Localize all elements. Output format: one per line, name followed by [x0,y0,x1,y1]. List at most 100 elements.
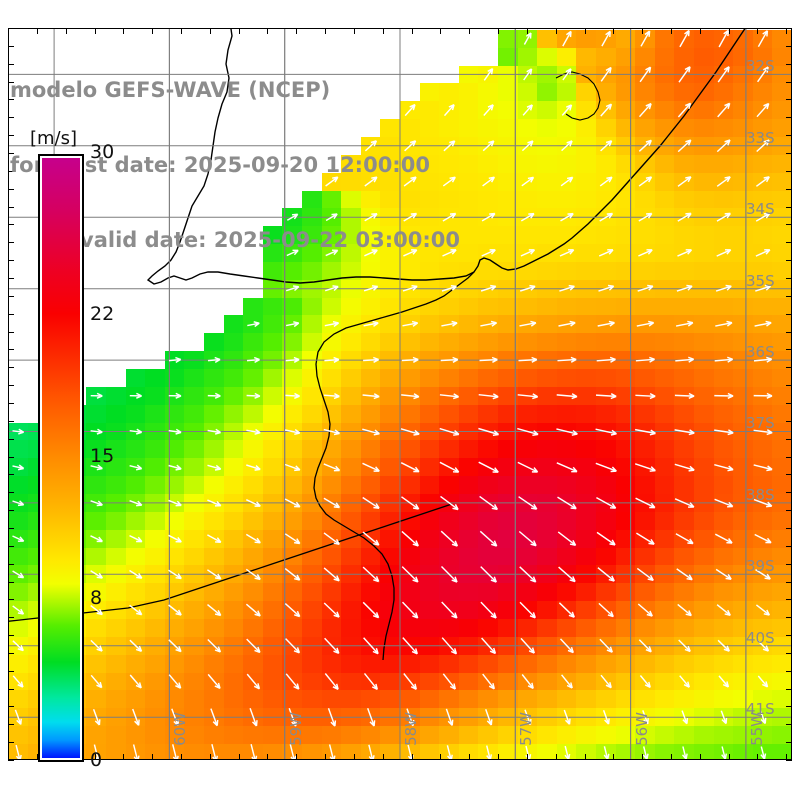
windspeed-cell [517,369,538,388]
windspeed-cell [772,458,792,477]
windspeed-cell [125,458,146,477]
windspeed-cell [713,690,734,709]
windspeed-cell [400,494,420,513]
windspeed-cell [713,369,734,388]
windspeed-cell [86,547,107,566]
windspeed-cell [713,583,734,602]
windspeed-cell [223,708,244,727]
windspeed-cell [86,422,107,442]
windspeed-cell [537,565,558,584]
windspeed-cell [478,743,499,760]
windspeed-cell [380,351,401,370]
windspeed-cell [733,672,754,691]
lat-label-37S: 37S [746,414,775,433]
windspeed-cell [360,726,381,745]
windspeed-cell [674,226,695,245]
windspeed-cell [615,333,636,352]
windspeed-cell [752,244,773,263]
windspeed-cell [380,369,401,388]
windspeed-cell [380,333,401,352]
windspeed-cell [596,511,616,531]
windspeed-cell [537,101,558,120]
map-plot-area [8,28,792,760]
windspeed-cell [282,636,303,656]
windspeed-cell [458,440,479,459]
windspeed-cell [635,476,656,495]
windspeed-cell [86,494,107,513]
windspeed-cell [576,226,597,245]
lat-label-35S: 35S [746,271,775,290]
windspeed-cell [223,476,244,495]
windspeed-cell [419,386,440,406]
windspeed-cell [282,351,303,370]
windspeed-cell [596,708,616,727]
windspeed-cell [596,136,616,156]
windspeed-cell [713,315,734,334]
windspeed-cell [733,476,754,495]
windspeed-cell [145,743,166,760]
windspeed-cell [262,351,283,370]
windspeed-cell [184,547,205,566]
windspeed-cell [478,690,499,709]
windspeed-cell [615,601,636,620]
windspeed-cell [772,511,792,531]
windspeed-cell [360,619,381,638]
windspeed-cell [615,422,636,442]
windspeed-cell [86,726,107,745]
windspeed-cell [694,440,714,459]
windspeed-cell [635,654,656,674]
windspeed-cell [458,386,479,406]
windspeed-cell [576,101,597,120]
windspeed-cell [478,422,499,442]
windspeed-cell [498,619,518,638]
windspeed-cell [184,351,205,370]
windspeed-cell [223,529,244,549]
windspeed-cell [596,47,616,67]
windspeed-cell [694,29,714,49]
windspeed-cell [380,690,401,709]
windspeed-cell [282,726,303,745]
windspeed-cell [164,636,185,656]
windspeed-cell [537,172,558,192]
windspeed-cell [380,458,401,477]
windspeed-cell [321,440,342,459]
windspeed-cell [674,601,695,620]
windspeed-cell [654,172,675,192]
windspeed-cell [478,386,499,406]
windspeed-cell [478,619,499,638]
windspeed-cell [537,708,558,727]
windspeed-cell [360,333,381,352]
windspeed-cell [517,654,538,674]
windspeed-cell [556,47,577,67]
windspeed-cell [86,476,107,495]
windspeed-cell [635,244,656,263]
windspeed-cell [654,279,675,299]
windspeed-cell [654,619,675,638]
windspeed-cell [478,511,499,531]
windspeed-cell [674,654,695,674]
windspeed-cell [772,547,792,566]
windspeed-cell [635,47,656,67]
windspeed-cell [694,547,714,566]
windspeed-cell [713,386,734,406]
windspeed-cell [635,583,656,602]
windspeed-cell [713,101,734,120]
windspeed-cell [498,386,518,406]
windspeed-cell [204,422,224,442]
windspeed-cell [694,369,714,388]
windspeed-cell [302,743,322,760]
windspeed-cell [8,619,28,638]
windspeed-cell [380,601,401,620]
windspeed-cell [576,743,597,760]
windspeed-cell [537,279,558,299]
windspeed-cell [164,494,185,513]
windspeed-cell [439,458,460,477]
windspeed-cell [419,458,440,477]
windspeed-cell [184,476,205,495]
windspeed-cell [321,511,342,531]
windspeed-cell [596,261,616,281]
windspeed-cell [360,494,381,513]
windspeed-cell [733,458,754,477]
windspeed-cell [556,458,577,477]
windspeed-cell [576,458,597,477]
